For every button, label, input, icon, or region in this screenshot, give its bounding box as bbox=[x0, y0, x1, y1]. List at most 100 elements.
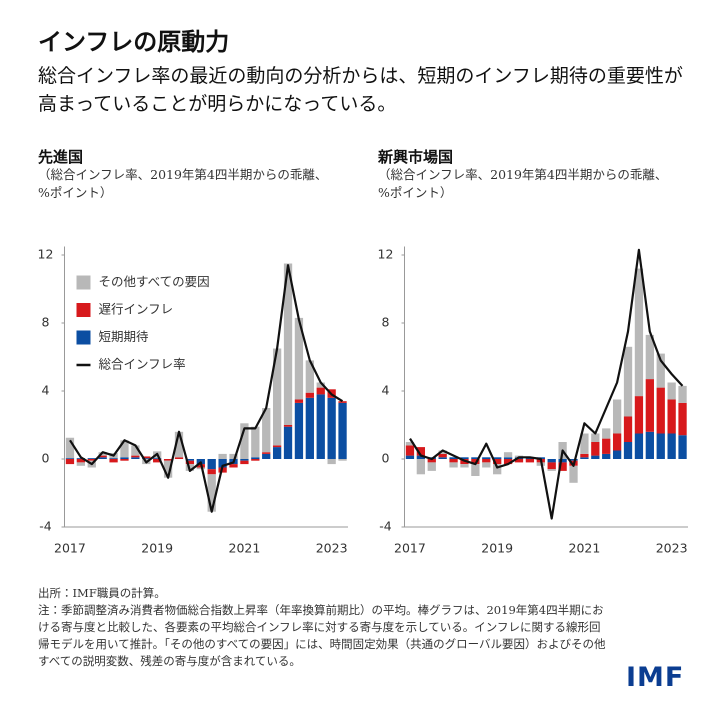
bar bbox=[207, 459, 216, 470]
line bbox=[409, 248, 684, 520]
bar bbox=[305, 360, 314, 393]
bar bbox=[678, 435, 687, 459]
bar bbox=[405, 442, 415, 446]
bar bbox=[438, 450, 447, 454]
bar bbox=[218, 459, 227, 468]
panel-title: 先進国 bbox=[38, 148, 84, 166]
bar bbox=[185, 459, 195, 461]
bar bbox=[427, 459, 436, 463]
bar bbox=[327, 397, 336, 459]
y-tick-label: 0 bbox=[382, 451, 390, 466]
bar bbox=[623, 442, 633, 459]
bar bbox=[623, 346, 633, 417]
bar bbox=[283, 263, 293, 425]
bar bbox=[678, 402, 687, 436]
y-tick-label: 12 bbox=[378, 247, 394, 262]
bar bbox=[471, 464, 480, 476]
legend-label: その他すべての要因 bbox=[99, 274, 210, 289]
bar bbox=[240, 460, 249, 465]
bar bbox=[656, 433, 665, 459]
bar bbox=[240, 459, 249, 461]
bar bbox=[460, 464, 469, 468]
bar bbox=[667, 382, 676, 400]
bar bbox=[65, 458, 75, 459]
bar bbox=[174, 457, 184, 459]
bar bbox=[493, 457, 502, 459]
bar bbox=[251, 457, 260, 459]
bar bbox=[272, 447, 282, 459]
bar bbox=[316, 387, 325, 395]
bar bbox=[580, 433, 589, 454]
bar bbox=[416, 447, 425, 456]
x-tick-label: 2023 bbox=[656, 541, 688, 556]
bar bbox=[602, 428, 611, 439]
x-tick-label: 2021 bbox=[229, 541, 261, 556]
bar bbox=[218, 453, 227, 459]
logo: IMF bbox=[626, 662, 685, 693]
bar bbox=[503, 459, 513, 465]
bar bbox=[656, 353, 665, 388]
y-tick-label: 8 bbox=[382, 315, 390, 330]
bar bbox=[283, 425, 293, 427]
bar bbox=[405, 455, 415, 459]
bar bbox=[602, 453, 611, 459]
bar bbox=[229, 464, 238, 468]
bar bbox=[634, 433, 644, 459]
bar bbox=[482, 459, 491, 463]
bar bbox=[65, 459, 75, 465]
bar bbox=[87, 458, 96, 459]
bar bbox=[76, 459, 85, 463]
bar bbox=[142, 456, 151, 459]
y-tick-label: -4 bbox=[379, 519, 392, 534]
bar bbox=[327, 459, 336, 465]
bar bbox=[471, 459, 480, 465]
bar bbox=[514, 459, 524, 463]
bar bbox=[120, 440, 129, 458]
bar bbox=[482, 462, 491, 468]
bar bbox=[272, 348, 282, 446]
bar bbox=[294, 399, 304, 403]
bar bbox=[547, 469, 556, 471]
bar bbox=[163, 459, 173, 461]
bar bbox=[98, 457, 107, 459]
legend-swatch bbox=[76, 275, 91, 290]
bar bbox=[207, 469, 216, 475]
bar bbox=[294, 402, 304, 459]
x-tick-label: 2017 bbox=[54, 541, 86, 556]
bar bbox=[316, 382, 325, 388]
panel-subtitle: （総合インフレ率、2019年第4四半期からの乖離、%ポイント） bbox=[378, 167, 668, 200]
source: 出所：IMF職員の計算。 bbox=[38, 586, 166, 600]
y-tick-label: -4 bbox=[39, 519, 52, 534]
bar bbox=[120, 457, 129, 459]
bar bbox=[667, 399, 676, 434]
bar bbox=[591, 455, 600, 459]
notes: 注：季節調整済み消費者物価総合指数上昇率（年率換算前期比）の平均。棒グラフは、2… bbox=[38, 603, 606, 668]
bar bbox=[416, 459, 425, 475]
bar bbox=[109, 459, 118, 463]
bar bbox=[623, 416, 633, 442]
bar bbox=[153, 459, 162, 463]
bar bbox=[591, 433, 600, 442]
bar bbox=[667, 433, 676, 459]
bar bbox=[591, 442, 600, 456]
bar bbox=[229, 453, 238, 459]
bar bbox=[262, 408, 271, 453]
bar bbox=[612, 450, 622, 459]
y-tick-label: 4 bbox=[42, 383, 50, 398]
bar bbox=[131, 445, 140, 456]
bar bbox=[569, 465, 578, 483]
bar bbox=[438, 453, 447, 458]
bar bbox=[645, 379, 654, 432]
bar bbox=[207, 474, 216, 512]
bar bbox=[76, 458, 85, 459]
bar bbox=[98, 452, 107, 456]
legend-label: 総合インフレ率 bbox=[99, 357, 186, 372]
y-tick-label: 12 bbox=[38, 247, 54, 262]
bar bbox=[503, 457, 513, 459]
bar bbox=[185, 460, 195, 465]
bar bbox=[602, 438, 611, 454]
y-tick-label: 0 bbox=[42, 451, 50, 466]
panel-title: 新興市場国 bbox=[378, 148, 454, 166]
bar bbox=[251, 426, 260, 458]
